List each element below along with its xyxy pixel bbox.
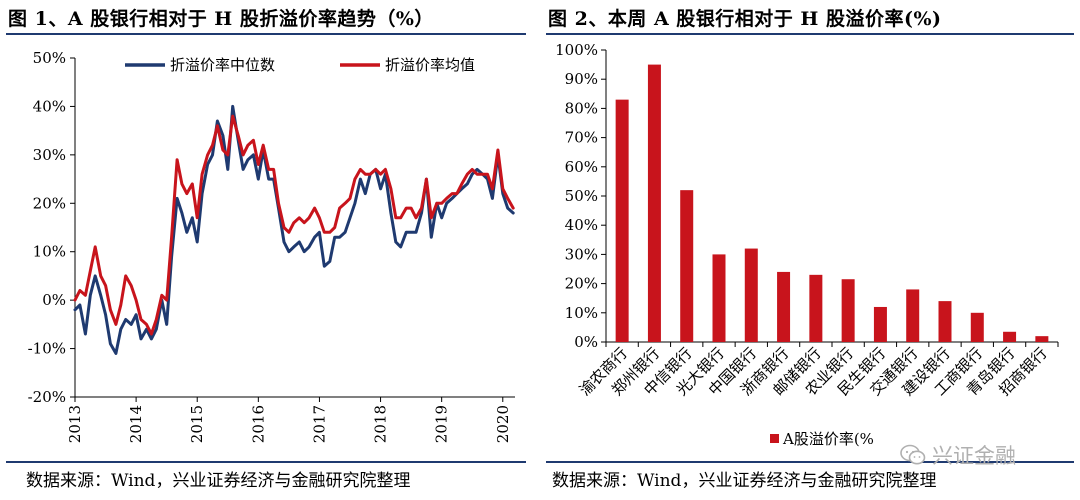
x-tick-label: 2019: [433, 405, 451, 443]
y-tick-label: 40%: [565, 216, 598, 234]
y-tick-label: 50%: [33, 49, 66, 67]
x-tick-label: 2013: [66, 405, 84, 443]
x-tick-label: 2015: [188, 405, 206, 443]
y-tick-label: 60%: [565, 158, 598, 176]
bar: [647, 64, 661, 342]
y-tick-label: 40%: [33, 97, 66, 115]
y-tick-label: 30%: [33, 146, 66, 164]
chart-1-title: 图 1、A 股银行相对于 H 股折溢价率趋势（%）: [8, 8, 434, 30]
y-tick-label: 10%: [565, 304, 598, 322]
y-tick-label: 100%: [555, 41, 598, 59]
x-tick-label: 2018: [372, 405, 390, 443]
bar: [873, 306, 887, 342]
source-rule-2: [546, 461, 1074, 463]
watermark: 兴证金融: [900, 440, 1016, 470]
watermark-text: 兴证金融: [932, 444, 1016, 468]
y-tick-label: 20%: [33, 194, 66, 212]
x-tick-label: 2017: [310, 405, 328, 443]
chart-1: 50% 40% 30% 20% 10% 0% -10% -20% 2013 2014 2015 201…: [0, 36, 540, 464]
bar-chart: 100%90%80%70%60%50%40%30%20%10%0%渝农商行郑州银…: [555, 41, 1059, 448]
bar: [680, 190, 694, 342]
legend-label: A股溢价率(%: [782, 430, 874, 448]
y-tick-label: 50%: [565, 187, 598, 205]
line-chart: 50% 40% 30% 20% 10% 0% -10% -20%2013 2014 2015 201…: [28, 49, 515, 443]
bar: [841, 279, 855, 342]
chart-2: 100% 90% 80% 70% 60% 50% 40% 30% 20% 10% 0% 渝农商行 郑州银…: [540, 36, 1080, 464]
bar: [970, 312, 984, 342]
bar: [777, 271, 791, 342]
title-rule-1: [6, 33, 526, 35]
y-tick-label: 70%: [565, 129, 598, 147]
legend-swatch: [770, 434, 779, 443]
legend-label: 折溢价率均值: [385, 56, 475, 74]
bar: [938, 301, 952, 342]
y-tick-label: 80%: [565, 99, 598, 117]
bar: [906, 289, 920, 342]
y-tick-label: 90%: [565, 70, 598, 88]
chart-1-source: 数据来源：Wind，兴业证券经济与金融研究院整理: [26, 471, 411, 491]
series-line-1: [73, 104, 515, 355]
y-tick-label: 30%: [565, 245, 598, 263]
wechat-icon: [900, 444, 926, 465]
x-tick-label: 2016: [249, 405, 267, 443]
bar: [744, 248, 758, 342]
y-tick-label: -20%: [28, 388, 66, 406]
bar: [1003, 331, 1017, 342]
bar: [1035, 336, 1049, 342]
y-tick-label: 20%: [565, 275, 598, 293]
source-rule-1: [6, 461, 526, 463]
chart-2-source: 数据来源：Wind，兴业证券经济与金融研究院整理: [552, 471, 937, 491]
bar: [712, 254, 726, 342]
series-line-2: [73, 114, 515, 336]
x-tick-label: 2020: [494, 405, 512, 443]
bar: [615, 99, 629, 342]
chart-2-title: 图 2、本周 A 股银行相对于 H 股溢价率(%): [548, 8, 942, 30]
y-tick-label: 0%: [42, 291, 66, 309]
y-tick-label: 10%: [33, 243, 66, 261]
title-rule-2: [546, 33, 1074, 35]
bar: [809, 274, 823, 342]
x-tick-label: 2014: [127, 405, 145, 443]
y-tick-label: -10%: [28, 340, 66, 358]
legend-label: 折溢价率中位数: [170, 56, 275, 74]
y-tick-label: 0%: [574, 333, 598, 351]
